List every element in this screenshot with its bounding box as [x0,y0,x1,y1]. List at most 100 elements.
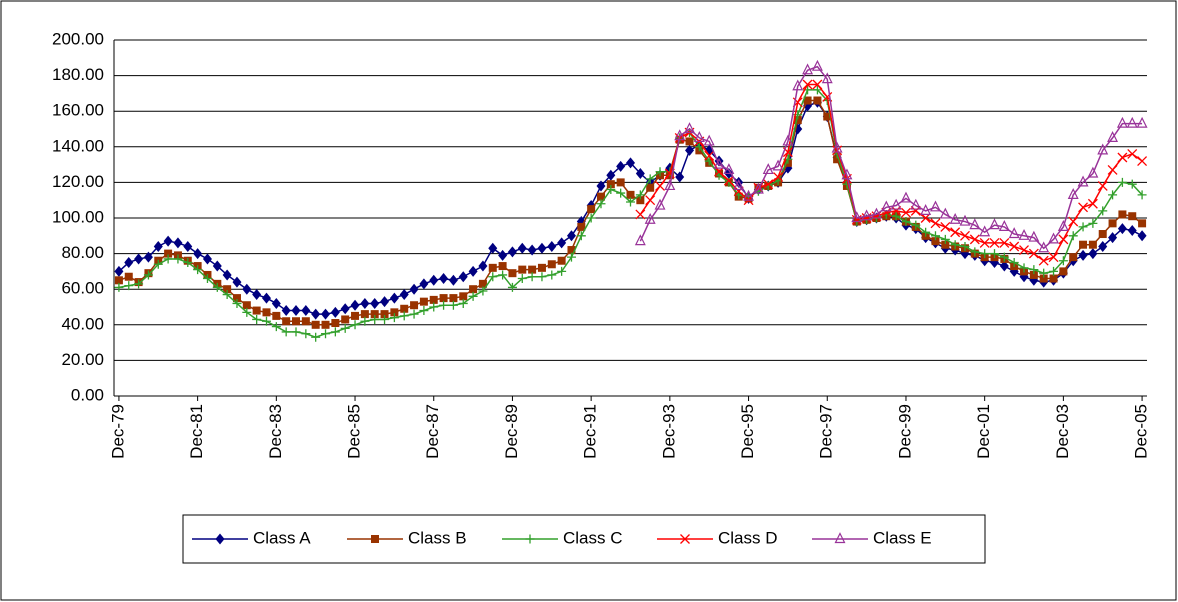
marker [370,314,380,324]
marker [1108,219,1117,228]
marker [321,308,331,320]
marker [930,231,940,241]
marker [566,252,576,262]
marker [527,272,537,282]
marker [949,212,961,224]
marker [321,329,331,339]
marker [1069,253,1078,262]
marker [1107,164,1118,175]
marker [733,179,745,191]
marker [153,259,163,269]
marker [940,234,950,244]
marker [1126,116,1138,128]
marker [999,260,1009,272]
marker [399,311,409,321]
marker [409,309,419,319]
marker [478,279,487,288]
marker [525,534,535,544]
legend-label: Class C [563,528,623,547]
marker [880,200,892,212]
marker [970,247,980,257]
marker [311,332,321,342]
marker [1067,188,1079,199]
marker [537,272,547,282]
marker [507,282,517,292]
marker [811,59,823,71]
marker [458,271,468,283]
marker [674,129,686,141]
marker [371,535,379,543]
x-tick-label: Dec-03 [1053,404,1072,459]
marker [498,249,508,261]
marker [409,283,419,295]
marker [380,314,390,324]
marker [675,171,685,183]
marker [124,281,134,291]
marker [1048,252,1059,263]
marker [163,254,173,264]
marker [153,240,163,252]
marker [1136,116,1148,128]
marker [537,242,547,254]
marker [930,218,941,229]
marker [1008,227,1020,239]
marker [803,96,812,105]
x-tick-label: Dec-91 [581,404,600,459]
marker [930,200,941,212]
x-tick-label: Dec-81 [187,404,206,459]
marker [1117,177,1127,187]
marker [340,323,350,333]
marker [1098,206,1108,216]
marker [714,166,725,177]
marker [890,198,902,210]
marker [311,308,321,320]
marker [360,316,370,326]
marker [468,265,478,277]
marker [636,196,645,205]
marker [429,274,439,286]
marker [920,213,931,223]
x-tick-label: Dec-89 [502,404,521,459]
marker [704,150,715,161]
marker [1097,181,1108,191]
marker [999,252,1009,262]
marker [576,231,586,241]
marker [616,160,626,172]
marker [547,270,557,280]
marker [950,240,960,250]
marker [301,317,310,326]
marker [528,265,537,274]
marker [646,183,655,192]
marker [596,192,605,201]
marker [350,299,360,311]
marker [242,301,251,310]
marker [901,217,911,227]
marker [1117,152,1128,163]
marker [478,286,488,296]
marker [821,72,833,84]
marker [635,209,646,220]
marker [693,131,705,142]
marker [1078,202,1089,213]
marker [252,306,261,315]
marker [262,308,271,317]
marker [360,297,370,309]
legend-label: Class A [253,528,311,547]
marker [1118,210,1127,219]
marker [606,185,616,195]
marker [861,209,873,221]
marker [134,279,144,289]
marker [291,305,301,317]
marker [232,298,242,308]
marker [1059,267,1068,276]
marker [282,317,291,326]
marker [1107,131,1119,142]
marker [1039,268,1049,278]
marker [654,198,666,210]
marker [281,305,291,317]
marker [1087,166,1099,178]
marker [193,265,203,275]
marker [782,134,794,146]
marker [518,265,527,274]
marker [606,169,616,181]
